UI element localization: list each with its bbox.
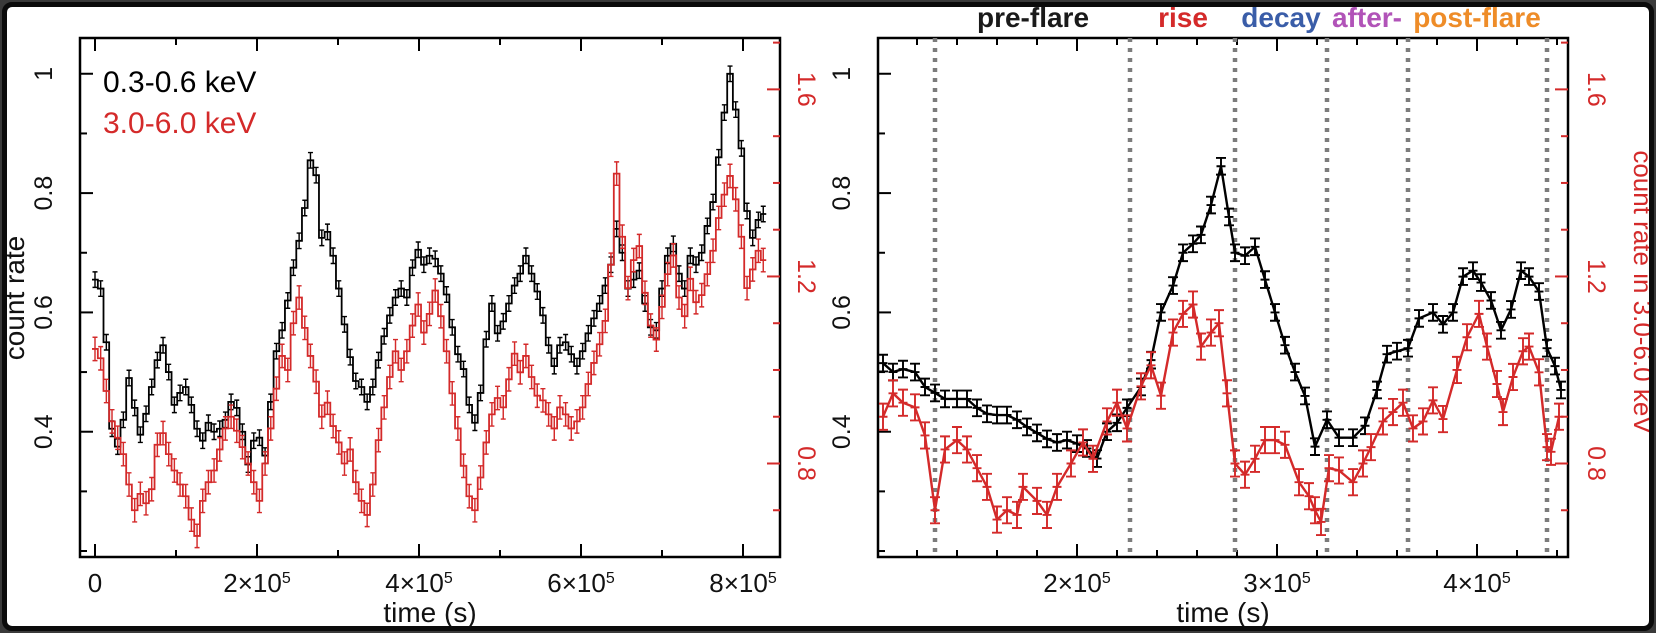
lightcurve-path: [92, 172, 767, 537]
error-bars: [879, 156, 1566, 468]
series-hard-band: [92, 161, 767, 549]
x-tick-label: 2×105: [223, 568, 291, 598]
error-bars: [879, 290, 1564, 536]
y-right-tick-label: 0.8: [1582, 446, 1610, 481]
y-left-tick-label: 0.8: [30, 176, 58, 211]
right-panel: 2×105 3×105 4×105 0.4 0.6 0.8 1 0.8 1.2 1.6 time (…: [828, 2, 1654, 628]
x-tick-label: 8×105: [709, 568, 777, 598]
y-right-tick-label: 1.2: [1582, 259, 1610, 294]
y-left-tick-label: 0.6: [828, 295, 856, 330]
series-soft-band: [879, 156, 1566, 468]
x-axis-title: time (s): [383, 597, 476, 628]
error-bars: [92, 161, 766, 549]
legend-label-soft: 0.3-0.6 keV: [103, 66, 256, 99]
y-right-tick-label: 0.8: [792, 446, 820, 481]
x-axis-title: time (s): [1176, 597, 1269, 628]
phase-label-postflare: post-flare: [1413, 2, 1541, 33]
x-tick-label: 3×105: [1243, 568, 1311, 598]
y-left-tick-label: 1: [30, 67, 58, 81]
y-left-tick-label: 1: [828, 67, 856, 81]
lightcurve-path: [882, 165, 1563, 461]
left-panel: 0 2×105 4×105 6×105 8×105 0.4 0.6 0.8 1 0.8 1.2 1.6…: [2, 36, 820, 628]
y-left-tick-label: 0.8: [828, 176, 856, 211]
y-left-tick-label: 0.6: [30, 295, 58, 330]
x-tick-label: 4×105: [385, 568, 453, 598]
legend-label-hard: 3.0-6.0 keV: [103, 107, 256, 140]
y-right-tick-label: 1.6: [792, 72, 820, 107]
phase-label-decay: decay: [1241, 2, 1321, 33]
phase-label-after: after-: [1332, 2, 1402, 33]
y-left-tick-label: 0.4: [30, 414, 58, 449]
phase-label-rise: rise: [1158, 2, 1208, 33]
y-right-tick-label: 1.6: [1582, 72, 1610, 107]
y-right-axis-title: count rate in 3.0-6.0 keV: [1628, 150, 1654, 434]
phase-label-preflare: pre-flare: [977, 2, 1089, 33]
series-hard-band: [879, 290, 1564, 536]
x-tick-label: 6×105: [547, 568, 615, 598]
lightcurve-path: [881, 302, 1561, 526]
y-right-tick-label: 1.2: [792, 259, 820, 294]
plot-border: [78, 36, 782, 559]
plot-border: [876, 36, 1570, 559]
x-tick-label: 2×105: [1043, 568, 1111, 598]
x-tick-label: 0: [88, 568, 102, 598]
y-left-axis-title: count rate: [2, 236, 30, 361]
y-left-tick-label: 0.4: [828, 414, 856, 449]
x-tick-label: 4×105: [1443, 568, 1511, 598]
